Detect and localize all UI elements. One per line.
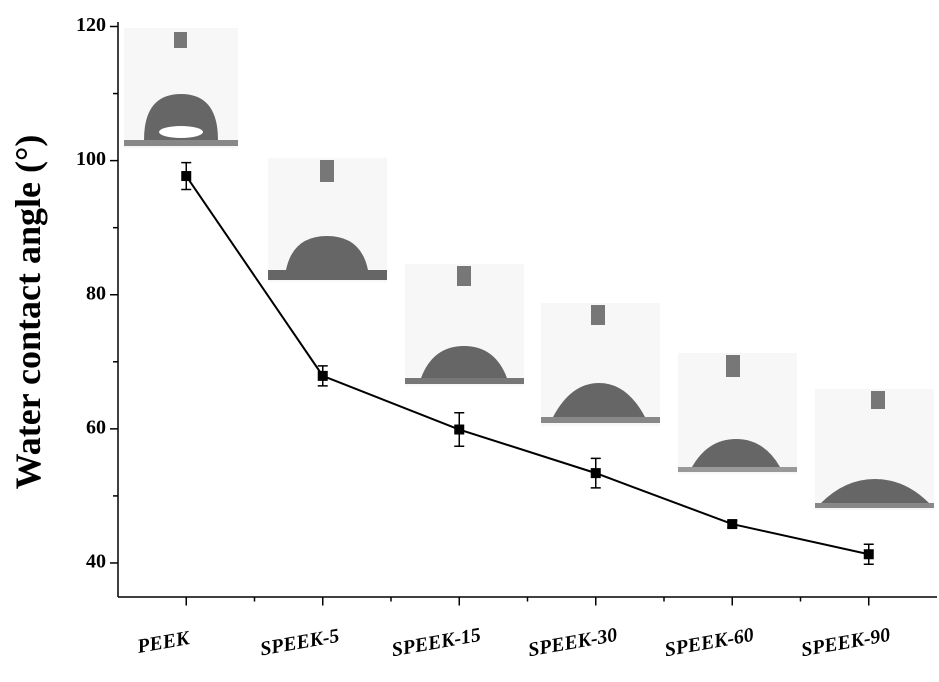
droplet-image: [268, 158, 387, 282]
data-point: [318, 371, 328, 381]
data-point: [181, 171, 191, 181]
x-tick-label: PEEK: [135, 627, 193, 658]
chart: Water contact angle (°) 40 60 80 100 120 PEEK…: [0, 0, 939, 682]
droplet-images: [124, 28, 934, 510]
data-point: [727, 519, 737, 529]
y-tick-label: 40: [86, 551, 106, 573]
y-axis-label: Water contact angle (°): [8, 135, 48, 490]
x-tick-label: SPEEK-60: [663, 624, 755, 661]
y-tick-label: 120: [76, 14, 106, 36]
x-tick-label: SPEEK-15: [390, 624, 482, 661]
x-tick-label: SPEEK-30: [526, 624, 618, 661]
data-point: [454, 425, 464, 435]
y-tick-label: 60: [86, 416, 106, 438]
droplet-image: [678, 353, 797, 474]
y-tick-label: 80: [86, 282, 106, 304]
droplet-image: [124, 28, 238, 148]
droplet-image: [405, 264, 524, 386]
x-tick-label: SPEEK-90: [799, 624, 891, 661]
droplet-image: [541, 303, 660, 426]
data-point: [591, 468, 601, 478]
data-point: [864, 549, 874, 559]
y-tick-label: 100: [76, 148, 106, 170]
droplet-image: [815, 389, 934, 510]
x-tick-label: SPEEK-5: [258, 625, 341, 661]
